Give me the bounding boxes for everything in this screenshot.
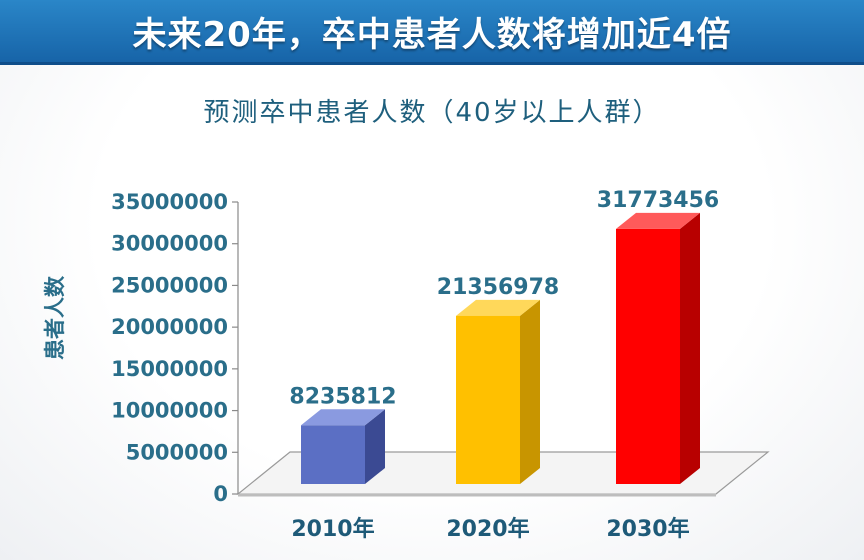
y-tick-label: 20000000	[111, 315, 228, 339]
data-label: 31773456	[597, 188, 719, 213]
bar-top	[301, 409, 385, 426]
x-tick-label: 2010年	[291, 516, 374, 542]
bar-2	[456, 315, 520, 484]
y-axis-label: 患者人数	[43, 275, 67, 360]
bar-side	[680, 212, 700, 485]
y-tick-label: 15000000	[111, 357, 228, 381]
y-tick-label: 5000000	[126, 440, 228, 464]
y-tick-label: 0	[213, 482, 228, 506]
data-label: 8235812	[289, 384, 396, 409]
x-tick-label: 2030年	[606, 516, 689, 542]
title-banner: 未来20年，卒中患者人数将增加近4倍	[0, 0, 864, 65]
chart-title: 预测卒中患者人数（40岁以上人群）	[203, 98, 661, 128]
bar-side	[520, 299, 540, 484]
bar-1	[301, 425, 365, 484]
bar-top	[456, 299, 540, 316]
y-tick-label: 25000000	[111, 273, 228, 297]
y-tick-label: 10000000	[111, 399, 228, 423]
bar-side	[365, 409, 385, 484]
bar-top	[616, 212, 700, 229]
page-title: 未来20年，卒中患者人数将增加近4倍	[132, 14, 732, 55]
data-label: 21356978	[437, 275, 559, 300]
bar-3	[616, 228, 680, 484]
x-tick-label: 2020年	[446, 516, 529, 542]
y-tick-label: 35000000	[111, 190, 228, 214]
y-tick-label: 30000000	[111, 232, 228, 256]
